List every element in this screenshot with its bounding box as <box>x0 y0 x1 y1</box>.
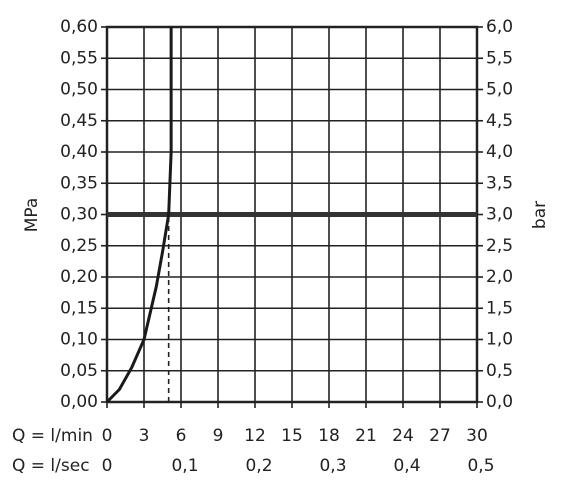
y2-tick-label: 5,5 <box>486 48 513 68</box>
y-tick-label: 0,15 <box>60 298 98 318</box>
y2-tick-label: 5,0 <box>486 80 513 100</box>
y2-tick-label: 3,0 <box>486 205 513 225</box>
y-tick-label: 0,05 <box>60 361 98 381</box>
y-tick-label: 0,50 <box>60 80 98 100</box>
x2-tick-label: 0,4 <box>393 456 420 476</box>
y2-tick-label: 2,0 <box>486 267 513 287</box>
y2-tick-label: 1,5 <box>486 298 513 318</box>
x-tick-label: 15 <box>281 426 303 446</box>
x2-tick-label: 0,5 <box>467 456 494 476</box>
x-tick-label: 3 <box>139 426 150 446</box>
y-tick-label: 0,20 <box>60 267 98 287</box>
y2-tick-label: 3,5 <box>486 173 513 193</box>
y2-tick-label: 0,5 <box>486 361 513 381</box>
y-tick-label: 0,55 <box>60 48 98 68</box>
y-tick-label: 0,40 <box>60 142 98 162</box>
x-tick-label: 6 <box>176 426 187 446</box>
x2-tick-label: 0,3 <box>319 456 346 476</box>
y2-tick-label: 0,0 <box>486 392 513 412</box>
x-tick-label: 24 <box>392 426 414 446</box>
y-tick-label: 0,35 <box>60 173 98 193</box>
x-tick-label: 27 <box>429 426 451 446</box>
x-tick-label: 12 <box>244 426 266 446</box>
y2-tick-label: 6,0 <box>486 17 513 37</box>
x-tick-label: 18 <box>318 426 340 446</box>
x2-tick-label: 0,2 <box>245 456 272 476</box>
y2-tick-label: 4,0 <box>486 142 513 162</box>
x2-tick-label: 0 <box>102 456 113 476</box>
y-tick-label: 0,30 <box>60 205 98 225</box>
y2-tick-label: 1,0 <box>486 330 513 350</box>
y2-tick-label: 4,5 <box>486 111 513 131</box>
y2-axis-label: bar <box>530 201 550 229</box>
y-tick-label: 0,25 <box>60 236 98 256</box>
x2-tick-label: 0,1 <box>171 456 198 476</box>
x-tick-label: 9 <box>213 426 224 446</box>
y-tick-label: 0,60 <box>60 17 98 37</box>
y-tick-label: 0,45 <box>60 111 98 131</box>
x-tick-label: 30 <box>466 426 488 446</box>
x2-axis-label: Q = l/sec <box>12 456 90 476</box>
x-tick-label: 21 <box>355 426 377 446</box>
y2-tick-label: 2,5 <box>486 236 513 256</box>
y-tick-label: 0,10 <box>60 330 98 350</box>
x-tick-label: 0 <box>102 426 113 446</box>
x-axis-label: Q = l/min <box>12 426 93 446</box>
y-axis-label: MPa <box>22 198 42 233</box>
y-tick-label: 0,00 <box>60 392 98 412</box>
curve <box>105 27 173 404</box>
